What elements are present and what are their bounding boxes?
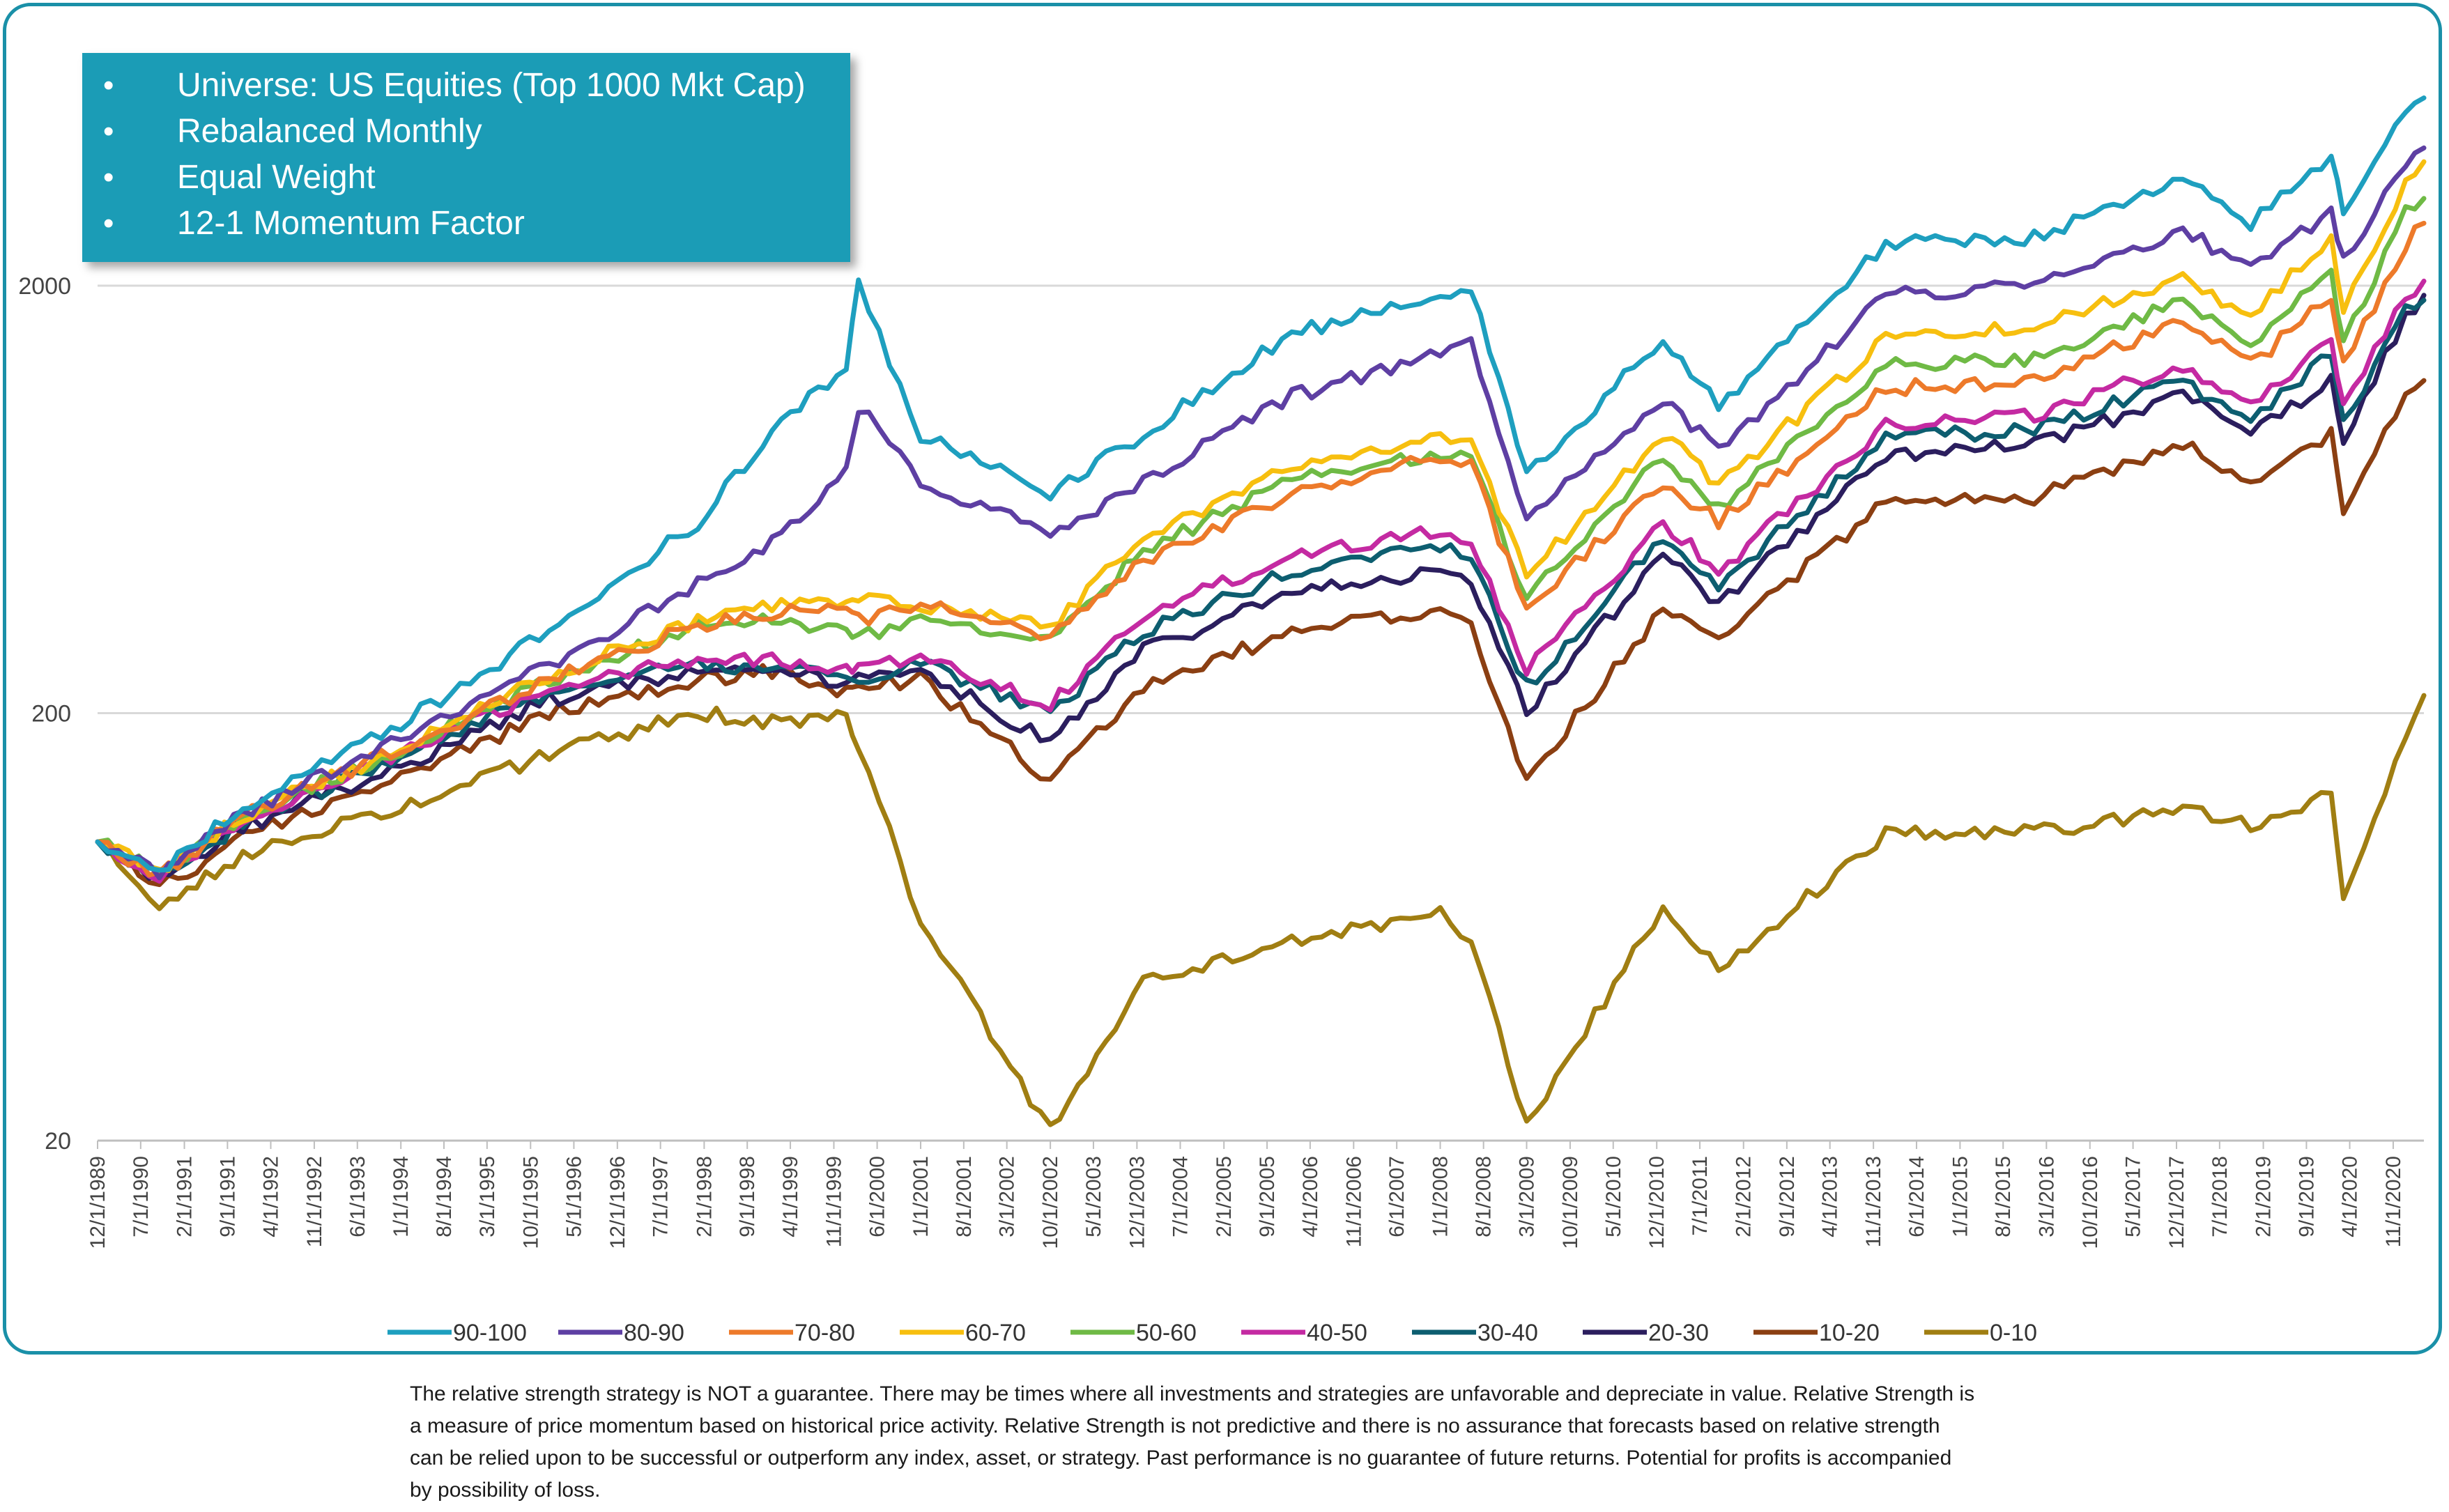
legend-label: 10-20 <box>1819 1320 1880 1346</box>
series-line <box>95 693 2427 1127</box>
x-tick-label: 9/1/2012 <box>1776 1156 1799 1237</box>
x-tick-label: 9/1/1998 <box>736 1156 759 1237</box>
x-tick-label: 4/1/2020 <box>2339 1156 2362 1237</box>
disclaimer-line: a measure of price momentum based on his… <box>410 1414 1940 1437</box>
x-tick-label: 7/1/2004 <box>1169 1156 1192 1237</box>
y-tick-label: 20 <box>45 1128 71 1155</box>
strategy-info-box: Universe: US Equities (Top 1000 Mkt Cap)… <box>82 53 850 262</box>
disclaimer-line: can be relied upon to be successful or o… <box>410 1447 1952 1469</box>
x-tick-label: 7/1/2018 <box>2209 1156 2232 1237</box>
x-tick-label: 8/1/2008 <box>1473 1156 1496 1237</box>
disclaimer-line: The relative strength strategy is NOT a … <box>410 1382 1975 1405</box>
legend-label: 50-60 <box>1136 1320 1197 1346</box>
x-tick-label: 11/1/1999 <box>822 1156 845 1247</box>
x-tick-label: 10/1/2016 <box>2079 1156 2102 1249</box>
legend-label: 30-40 <box>1477 1320 1538 1346</box>
x-tick-label: 10/1/1995 <box>519 1156 542 1249</box>
y-tick-label: 2000 <box>18 273 71 300</box>
x-tick-label: 3/1/2002 <box>996 1156 1019 1237</box>
disclaimer-line: by possibility of loss. <box>410 1479 601 1502</box>
legend-label: 0-10 <box>1990 1320 2037 1346</box>
x-tick-label: 7/1/1990 <box>130 1156 153 1237</box>
x-tick-label: 11/1/2013 <box>1862 1156 1885 1247</box>
series-lines <box>95 95 2427 1127</box>
x-tick-label: 9/1/1991 <box>216 1156 239 1237</box>
y-tick-label: 200 <box>31 701 71 727</box>
x-tick-label: 2/1/2019 <box>2252 1156 2275 1237</box>
legend-label: 90-100 <box>453 1320 527 1346</box>
series-line <box>95 293 2427 881</box>
series-line <box>95 95 2427 873</box>
legend-label: 70-80 <box>794 1320 855 1346</box>
x-tick-label: 4/1/2013 <box>1819 1156 1842 1237</box>
info-item-weighting: Equal Weight <box>82 155 850 201</box>
legend-label: 20-30 <box>1648 1320 1709 1346</box>
x-tick-label: 7/1/2011 <box>1689 1156 1712 1236</box>
x-tick-label: 12/1/1989 <box>86 1156 109 1249</box>
y-axis-ticks: 2000 200 20 <box>18 273 71 1155</box>
x-tick-label: 8/1/2001 <box>953 1156 976 1237</box>
x-tick-label: 5/1/2003 <box>1082 1156 1105 1237</box>
x-tick-label: 4/1/1992 <box>260 1156 283 1237</box>
x-tick-label: 11/1/1992 <box>303 1156 326 1247</box>
series-line <box>95 145 2427 881</box>
x-tick-label: 11/1/2020 <box>2382 1156 2405 1247</box>
series-line <box>95 196 2427 874</box>
x-tick-label: 5/1/1996 <box>562 1156 585 1237</box>
x-tick-label: 3/1/2016 <box>2035 1156 2058 1237</box>
x-tick-label: 10/1/2002 <box>1039 1156 1062 1249</box>
x-tick-label: 2/1/1998 <box>693 1156 716 1237</box>
x-tick-label: 1/1/1994 <box>390 1156 413 1237</box>
x-tick-label: 11/1/2006 <box>1342 1156 1365 1247</box>
x-tick-label: 2/1/2005 <box>1213 1156 1236 1237</box>
x-tick-label: 12/1/2003 <box>1126 1156 1149 1249</box>
x-tick-label: 8/1/1994 <box>433 1156 456 1237</box>
x-tick-label: 6/1/2000 <box>866 1156 889 1237</box>
info-item-factor: 12-1 Momentum Factor <box>82 201 850 247</box>
x-tick-label: 4/1/1999 <box>779 1156 802 1237</box>
series-line <box>95 159 2427 873</box>
legend-label: 40-50 <box>1307 1320 1367 1346</box>
series-line <box>95 298 2427 874</box>
series-line <box>95 220 2427 878</box>
x-tick-label: 2/1/2012 <box>1733 1156 1756 1237</box>
x-tick-label: 1/1/2008 <box>1429 1156 1452 1237</box>
legend-label: 60-70 <box>965 1320 1026 1346</box>
x-tick-label: 1/1/2001 <box>909 1156 932 1237</box>
x-tick-label: 9/1/2005 <box>1256 1156 1279 1237</box>
x-tick-label: 12/1/2010 <box>1645 1156 1668 1249</box>
legend-label: 80-90 <box>624 1320 684 1346</box>
x-tick-label: 10/1/2009 <box>1559 1156 1582 1249</box>
info-item-rebalance: Rebalanced Monthly <box>82 109 850 155</box>
x-tick-label: 12/1/1996 <box>606 1156 629 1249</box>
x-tick-label: 3/1/2009 <box>1516 1156 1539 1237</box>
x-tick-label: 1/1/2015 <box>1949 1156 1972 1237</box>
x-tick-label: 3/1/1995 <box>476 1156 499 1237</box>
x-tick-label: 5/1/2010 <box>1602 1156 1625 1237</box>
x-axis-ticks: 12/1/1989 7/1/1990 2/1/1991 9/1/1991 4/1/199… <box>86 1141 2405 1249</box>
x-tick-label: 4/1/2006 <box>1299 1156 1322 1237</box>
series-line <box>95 378 2427 888</box>
x-tick-label: 7/1/1997 <box>650 1156 673 1237</box>
x-tick-label: 6/1/1993 <box>346 1156 369 1237</box>
x-tick-label: 8/1/2015 <box>1992 1156 2015 1237</box>
x-tick-label: 12/1/2017 <box>2165 1156 2188 1249</box>
x-tick-label: 9/1/2019 <box>2295 1156 2318 1237</box>
legend: 90-100 80-90 70-80 60-70 50-60 40-50 30-40 20-3… <box>387 1320 2037 1346</box>
x-tick-label: 6/1/2014 <box>1905 1156 1928 1237</box>
disclaimer-text: The relative strength strategy is NOT a … <box>410 1378 2291 1506</box>
info-item-universe: Universe: US Equities (Top 1000 Mkt Cap) <box>82 63 850 109</box>
x-tick-label: 5/1/2017 <box>2122 1156 2145 1237</box>
x-tick-label: 2/1/1991 <box>174 1156 197 1237</box>
x-tick-label: 6/1/2007 <box>1385 1156 1408 1237</box>
